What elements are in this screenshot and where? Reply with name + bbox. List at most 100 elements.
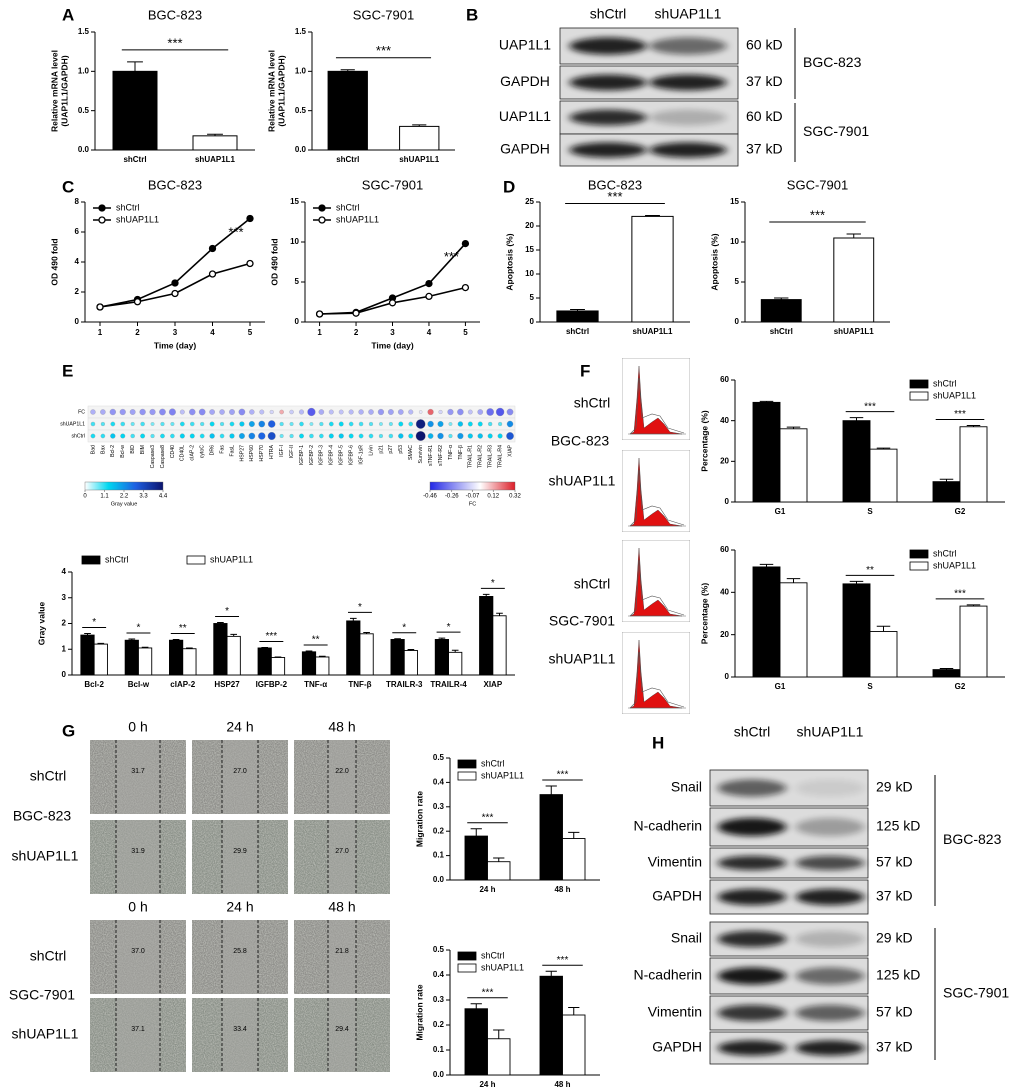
category-label: CD40L bbox=[180, 445, 186, 461]
dot bbox=[398, 421, 404, 427]
dot bbox=[238, 433, 245, 439]
y-tick-label: 0 bbox=[725, 497, 730, 506]
time-label: 48 h bbox=[328, 899, 355, 915]
error-bar bbox=[759, 400, 774, 403]
dot bbox=[179, 409, 185, 415]
y-axis-label: (UAP1L1/GAPDH) bbox=[276, 55, 286, 126]
y-tick-label: 0.0 bbox=[78, 145, 90, 154]
panel-label: A bbox=[62, 5, 74, 24]
size-label: 37 kD bbox=[746, 73, 783, 89]
y-axis-label: Apoptosis (%) bbox=[504, 233, 514, 290]
dot bbox=[437, 421, 444, 427]
blot-band bbox=[569, 142, 647, 158]
lane-label: shCtrl bbox=[590, 6, 627, 22]
dot bbox=[209, 421, 215, 427]
legend-marker bbox=[318, 204, 326, 212]
dot bbox=[219, 409, 225, 415]
flow-label: shCtrl bbox=[574, 576, 611, 592]
category-label: TRAIL-R2 bbox=[478, 445, 484, 468]
y-tick-label: 60 bbox=[720, 545, 729, 554]
category-label: TRAIL-R4 bbox=[497, 445, 503, 468]
size-label: 125 kD bbox=[876, 967, 920, 983]
panel-label: G bbox=[62, 721, 75, 740]
significance-label: *** bbox=[482, 812, 494, 823]
blot-band bbox=[717, 888, 787, 906]
chart-title: SGC-7901 bbox=[362, 177, 423, 192]
dot bbox=[319, 433, 324, 439]
significance-label: * bbox=[491, 578, 495, 589]
colorbar bbox=[429, 481, 516, 491]
x-tick-label: shCtrl bbox=[770, 327, 793, 336]
protein-label: Vimentin bbox=[648, 1004, 702, 1020]
significance-label: * bbox=[447, 622, 451, 633]
wound-gap bbox=[222, 740, 258, 814]
bar bbox=[257, 647, 272, 676]
flow-label: SGC-7901 bbox=[549, 613, 615, 629]
bar bbox=[539, 794, 563, 881]
wound-gap bbox=[328, 820, 356, 894]
significance-label: * bbox=[402, 622, 406, 633]
protein-label: GAPDH bbox=[500, 141, 550, 157]
y-tick-label: 0.3 bbox=[433, 995, 445, 1004]
dot bbox=[348, 409, 354, 415]
annotation: *** bbox=[228, 224, 243, 239]
y-axis-label: OD 490 fold bbox=[49, 238, 59, 285]
lane-label: shCtrl bbox=[734, 724, 771, 740]
y-tick-label: 15 bbox=[525, 245, 534, 254]
error-bar bbox=[470, 828, 482, 837]
dot bbox=[149, 408, 156, 416]
chart-title: SGC-7901 bbox=[787, 177, 848, 192]
category-label: IGF-I bbox=[279, 445, 285, 457]
dot bbox=[408, 433, 414, 439]
error-bar bbox=[545, 785, 557, 795]
error-bar bbox=[786, 426, 801, 429]
colorbar-tick-label: 1.1 bbox=[100, 494, 109, 500]
legend-swatch bbox=[909, 561, 929, 571]
chart-title: BGC-823 bbox=[588, 177, 642, 192]
category-label: Bcl-2 bbox=[110, 445, 116, 457]
group-label: BGC-823 bbox=[943, 831, 1002, 847]
bar bbox=[226, 635, 241, 676]
y-tick-label: 6 bbox=[75, 227, 80, 236]
dot bbox=[299, 433, 304, 439]
category-label: HSP27 bbox=[239, 445, 245, 462]
y-tick-label: 0.5 bbox=[295, 106, 307, 115]
dot bbox=[159, 408, 166, 416]
x-tick-label: shCtrl bbox=[336, 155, 359, 164]
legend-swatch bbox=[909, 549, 929, 559]
y-tick-label: 0.4 bbox=[433, 970, 445, 979]
dot bbox=[506, 432, 514, 440]
dot bbox=[189, 433, 195, 439]
y-tick-label: 1.5 bbox=[78, 27, 90, 36]
size-label: 29 kD bbox=[876, 930, 913, 946]
wound-width: 21.8 bbox=[335, 948, 349, 955]
y-tick-label: 3 bbox=[62, 593, 67, 602]
dot bbox=[477, 433, 483, 439]
blot-band bbox=[569, 109, 647, 126]
dot bbox=[170, 433, 175, 439]
x-tick-label: shUAP1L1 bbox=[195, 155, 236, 164]
dot bbox=[239, 421, 245, 427]
dot bbox=[368, 421, 374, 427]
dot bbox=[209, 409, 215, 415]
dot bbox=[495, 407, 505, 417]
dot bbox=[358, 421, 364, 427]
dot bbox=[110, 421, 116, 427]
dot bbox=[388, 421, 393, 427]
protein-label: Vimentin bbox=[648, 854, 702, 870]
dot bbox=[279, 409, 284, 415]
dot bbox=[258, 420, 266, 428]
x-tick-label: Bcl-w bbox=[128, 680, 150, 689]
dot bbox=[160, 433, 165, 439]
bar bbox=[448, 651, 463, 676]
significance-label: *** bbox=[557, 770, 569, 781]
colorbar-tick-label: 3.3 bbox=[139, 494, 148, 500]
flow-histogram bbox=[622, 632, 690, 714]
bar bbox=[779, 582, 808, 678]
error-bar bbox=[412, 124, 427, 127]
row-label: shUAP1L1 bbox=[60, 421, 85, 427]
dot bbox=[90, 421, 96, 427]
dot bbox=[299, 421, 304, 427]
wound-gap bbox=[328, 998, 356, 1072]
y-tick-label: 10 bbox=[290, 237, 299, 246]
